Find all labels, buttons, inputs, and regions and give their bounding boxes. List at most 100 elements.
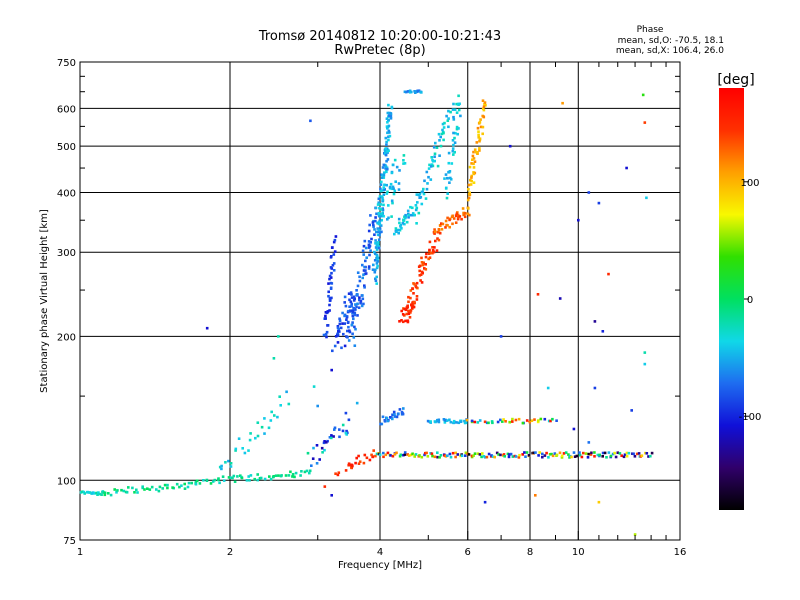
data-point: [497, 453, 500, 456]
data-point: [143, 488, 146, 491]
data-point: [511, 420, 514, 423]
data-point: [404, 308, 408, 312]
data-point: [376, 264, 379, 268]
data-point: [616, 451, 620, 454]
data-point: [344, 304, 348, 308]
data-point: [456, 211, 459, 214]
data-point: [364, 246, 368, 250]
data-point: [377, 228, 381, 232]
data-point: [420, 455, 424, 459]
data-point: [376, 233, 380, 237]
data-point: [339, 326, 343, 330]
data-point: [384, 153, 388, 157]
data-point: [393, 158, 397, 162]
data-point: [353, 313, 357, 317]
data-point: [440, 222, 443, 225]
data-point: [607, 451, 611, 454]
data-point: [375, 452, 379, 456]
data-point: [338, 317, 341, 321]
data-point: [122, 489, 126, 493]
data-point: [374, 454, 377, 458]
data-point: [466, 198, 470, 202]
data-point: [430, 452, 434, 455]
data-point: [463, 215, 467, 219]
data-point: [276, 415, 279, 419]
data-point: [386, 131, 389, 135]
data-point: [285, 390, 288, 394]
data-point: [470, 162, 473, 165]
data-point: [438, 231, 442, 235]
data-point: [326, 310, 329, 313]
data-point: [325, 335, 328, 339]
data-point: [380, 230, 383, 234]
data-point: [625, 454, 629, 458]
data-point: [388, 131, 391, 134]
data-point: [352, 336, 356, 339]
data-point: [330, 296, 333, 300]
data-point: [358, 298, 361, 302]
data-point: [375, 266, 379, 270]
data-point: [483, 420, 487, 424]
data-point: [593, 386, 597, 390]
data-point: [467, 188, 470, 191]
data-point: [370, 237, 373, 241]
data-point: [380, 195, 384, 198]
data-point: [478, 419, 482, 422]
data-point: [334, 472, 337, 475]
data-point: [218, 481, 221, 485]
data-point: [620, 454, 623, 457]
data-point: [403, 162, 407, 165]
data-point: [363, 284, 366, 287]
data-point: [643, 121, 647, 124]
data-point: [328, 436, 332, 439]
data-point: [415, 281, 419, 285]
x-tick-label: 8: [527, 547, 533, 558]
data-point: [444, 226, 447, 229]
data-point: [560, 454, 564, 458]
data-point: [357, 454, 360, 458]
data-point: [406, 90, 410, 93]
data-point: [222, 479, 226, 482]
data-point: [368, 245, 371, 248]
data-point: [236, 475, 239, 478]
data-point: [551, 417, 554, 421]
data-point: [479, 125, 483, 129]
data-point: [496, 420, 500, 424]
data-point: [374, 268, 377, 272]
data-point: [107, 492, 110, 495]
data-point: [433, 152, 437, 156]
data-point: [389, 112, 392, 115]
data-point: [325, 441, 328, 444]
data-point: [476, 452, 480, 455]
data-point: [363, 453, 367, 457]
data-point: [467, 196, 471, 200]
data-point: [444, 219, 448, 223]
data-point: [411, 287, 414, 290]
data-point: [429, 251, 433, 255]
data-point: [333, 428, 336, 431]
data-point: [447, 151, 451, 155]
data-point: [187, 481, 191, 485]
y-tick-label: 400: [57, 188, 76, 199]
data-point: [330, 436, 333, 440]
data-point: [363, 265, 366, 269]
data-point: [386, 158, 390, 161]
data-point: [338, 435, 341, 439]
data-point: [355, 289, 358, 292]
data-point: [365, 456, 369, 460]
data-point: [375, 254, 379, 258]
data-point: [330, 368, 333, 372]
data-point: [352, 307, 355, 310]
data-point: [381, 208, 385, 212]
data-point: [491, 455, 495, 458]
data-point: [577, 218, 580, 222]
data-point: [217, 478, 220, 482]
data-point: [586, 456, 590, 459]
data-point: [218, 465, 222, 469]
data-point: [481, 125, 485, 129]
data-point: [248, 438, 252, 442]
data-point: [419, 196, 423, 199]
data-point: [538, 451, 541, 454]
phase-mean-x: mean, sd,X: 106.4, 26.0: [616, 46, 724, 56]
data-point: [374, 277, 377, 281]
